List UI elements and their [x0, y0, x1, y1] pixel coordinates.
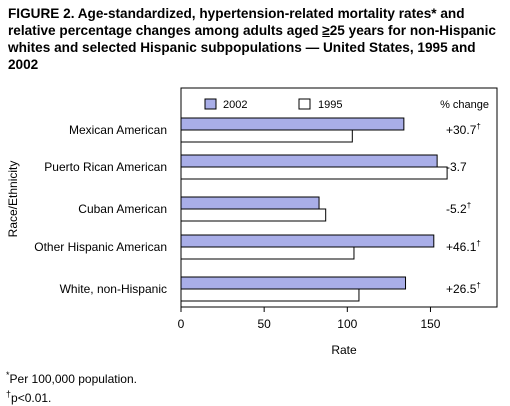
- plot-area: 2002 1995 % change Mexican American +30.7† Pu…: [6, 87, 498, 357]
- x-tick-label-150: 150: [420, 317, 440, 331]
- bar-2002-mexican-american: [180, 117, 405, 131]
- category-label-white-non-hispanic: White, non-Hispanic: [60, 282, 167, 296]
- footnote-dagger-text: p<0.01.: [11, 391, 52, 405]
- pct-change-white-non-hispanic: +26.5†: [446, 281, 481, 296]
- bar-1995-other-hispanic-american: [180, 246, 355, 260]
- footnote-star-mark: *: [6, 370, 10, 380]
- category-label-cuban-american: Cuban American: [78, 202, 167, 216]
- bar-1995-puerto-rican-american: [180, 166, 448, 180]
- pct-change-mark-cuban-american: †: [467, 201, 471, 210]
- x-tick-label-0: 0: [178, 317, 185, 331]
- x-tick-label-50: 50: [257, 317, 271, 331]
- title-ge-symbol: ≥: [322, 23, 330, 38]
- legend-swatch-1995: [298, 98, 311, 110]
- title-text-end: 25 years for non-Hispanic whites and sel…: [8, 23, 496, 72]
- pct-change-puerto-rican-american: -3.7: [446, 160, 467, 174]
- footnote-star-text: Per 100,000 population.: [9, 372, 137, 386]
- legend-label-2002: 2002: [223, 99, 247, 111]
- category-label-puerto-rican-american: Puerto Rican American: [44, 160, 167, 174]
- bar-1995-white-non-hispanic: [180, 288, 360, 302]
- pct-change-mexican-american: +30.7†: [446, 122, 481, 137]
- bar-1995-cuban-american: [180, 208, 327, 222]
- footnote-p-value: †p<0.01.: [6, 387, 137, 406]
- category-label-other-hispanic-american: Other Hispanic American: [34, 240, 167, 254]
- x-axis-label: Rate: [331, 343, 357, 357]
- pct-change-cuban-american: -5.2†: [446, 201, 471, 216]
- title-text: FIGURE 2. Age-standardized, hypertension…: [8, 6, 465, 38]
- figure-title: FIGURE 2. Age-standardized, hypertension…: [8, 5, 504, 73]
- bar-2002-other-hispanic-american: [180, 234, 435, 248]
- footnote-dagger-mark: †: [6, 389, 12, 399]
- bar-2002-puerto-rican-american: [180, 154, 438, 168]
- legend-swatch-2002: [204, 98, 217, 110]
- footnotes: *Per 100,000 population. †p<0.01.: [6, 368, 137, 406]
- footnote-per-100000: *Per 100,000 population.: [6, 368, 137, 387]
- bar-2002-white-non-hispanic: [180, 276, 407, 290]
- x-tick-label-100: 100: [337, 317, 357, 331]
- bar-2002-cuban-american: [180, 196, 320, 210]
- legend-label-1995: 1995: [318, 99, 342, 111]
- y-axis-label: Race/Ethnicity: [6, 161, 20, 238]
- pct-change-mark-white-non-hispanic: †: [476, 281, 480, 290]
- bar-1995-mexican-american: [180, 129, 353, 143]
- pct-change-header: % change: [440, 99, 489, 111]
- pct-change-mark-mexican-american: †: [476, 122, 480, 131]
- pct-change-other-hispanic-american: +46.1†: [446, 239, 481, 254]
- pct-change-mark-other-hispanic-american: †: [476, 239, 480, 248]
- category-label-mexican-american: Mexican American: [69, 123, 167, 137]
